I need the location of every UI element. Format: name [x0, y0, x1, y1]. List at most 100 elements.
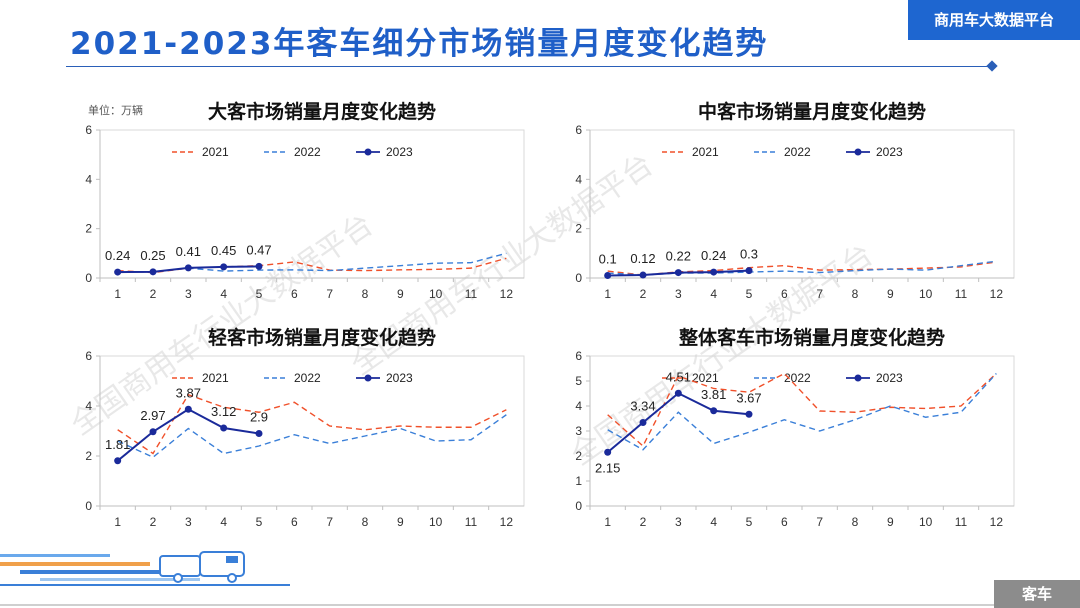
x-tick-label: 2: [640, 515, 647, 529]
legend-marker: [854, 374, 862, 382]
x-tick-label: 12: [500, 515, 514, 529]
x-tick-label: 12: [500, 287, 514, 301]
data-point: [114, 268, 122, 276]
brand-badge: 商用车大数据平台: [908, 0, 1080, 40]
x-tick-label: 12: [990, 287, 1004, 301]
y-tick-label: 5: [575, 374, 582, 388]
data-point: [114, 457, 122, 465]
x-tick-label: 5: [256, 287, 263, 301]
y-tick-label: 4: [575, 172, 582, 186]
x-tick-label: 1: [114, 287, 121, 301]
y-tick-label: 6: [575, 349, 582, 363]
data-point: [149, 268, 157, 276]
x-tick-label: 1: [114, 515, 121, 529]
x-tick-label: 7: [326, 515, 333, 529]
x-tick-label: 2: [150, 515, 157, 529]
page-title: 2021-2023年客车细分市场销量月度变化趋势: [70, 26, 769, 62]
x-tick-label: 2: [150, 287, 157, 301]
x-tick-label: 5: [746, 287, 753, 301]
legend-label: 2022: [784, 371, 811, 385]
x-tick-label: 11: [955, 515, 968, 529]
series-line-2023: [607, 392, 750, 454]
y-tick-label: 2: [85, 449, 92, 463]
data-label: 0.45: [211, 243, 236, 258]
data-label: 4.51: [666, 369, 691, 384]
x-tick-label: 6: [781, 287, 788, 301]
legend-label: 2023: [876, 371, 903, 385]
data-label: 0.47: [246, 242, 271, 257]
x-tick-label: 10: [919, 515, 933, 529]
x-tick-label: 3: [185, 515, 192, 529]
data-point: [639, 271, 647, 279]
y-tick-label: 2: [575, 449, 582, 463]
y-tick-label: 0: [85, 499, 92, 513]
y-tick-label: 2: [85, 222, 92, 236]
x-tick-label: 6: [291, 287, 298, 301]
data-point: [604, 448, 612, 456]
chart-title: 中客市场销量月度变化趋势: [698, 100, 926, 123]
data-point: [220, 424, 228, 432]
data-label: 3.81: [701, 387, 726, 402]
x-tick-label: 3: [675, 287, 682, 301]
legend-marker: [364, 374, 372, 382]
x-tick-label: 8: [362, 287, 369, 301]
series-line-2021: [117, 393, 507, 455]
x-tick-label: 9: [397, 515, 404, 529]
y-tick-label: 6: [85, 123, 92, 137]
x-tick-label: 7: [326, 287, 333, 301]
unit-label: 单位：万辆: [88, 103, 143, 117]
data-label: 2.97: [140, 408, 165, 423]
y-tick-label: 0: [575, 499, 582, 513]
legend-label: 2022: [784, 145, 811, 159]
y-tick-label: 2: [575, 222, 582, 236]
y-tick-label: 0: [575, 271, 582, 285]
legend-label: 2022: [294, 371, 321, 385]
data-point: [255, 262, 263, 270]
chart-title: 大客市场销量月度变化趋势: [208, 100, 436, 123]
data-label: 3.87: [176, 385, 201, 400]
y-tick-label: 6: [575, 123, 582, 137]
legend-label: 2023: [876, 145, 903, 159]
data-label: 3.12: [211, 404, 236, 419]
y-tick-label: 6: [85, 349, 92, 363]
x-tick-label: 7: [816, 515, 823, 529]
x-tick-label: 10: [429, 287, 443, 301]
legend-label: 2021: [692, 371, 719, 385]
data-point: [149, 428, 157, 436]
data-label: 0.22: [666, 249, 691, 264]
y-tick-label: 4: [85, 172, 92, 186]
series-line-2021: [607, 372, 997, 448]
x-tick-label: 10: [919, 287, 933, 301]
data-label: 3.34: [630, 399, 655, 414]
title-divider: [66, 66, 992, 67]
x-tick-label: 10: [429, 515, 443, 529]
x-tick-label: 3: [675, 515, 682, 529]
data-label: 0.3: [740, 247, 758, 262]
section-tag: 客车: [994, 580, 1080, 608]
data-label: 0.12: [630, 251, 655, 266]
data-point: [220, 263, 228, 271]
divider-dot: [986, 60, 998, 72]
legend-label: 2021: [692, 145, 719, 159]
footer-bar: [0, 604, 994, 606]
chart-total-bus: 0 1 2 3 4 5 6 1 2 3 4 5 6 7 8 9 10 11 12 整体客车市场销量月度变化趋势 2021…: [556, 324, 1026, 536]
x-tick-label: 2: [640, 287, 647, 301]
x-tick-label: 5: [746, 515, 753, 529]
data-label: 1.81: [105, 437, 130, 452]
x-tick-label: 7: [816, 287, 823, 301]
data-label: 0.41: [176, 244, 201, 259]
y-tick-label: 1: [575, 474, 582, 488]
x-tick-label: 9: [887, 515, 894, 529]
y-tick-label: 3: [575, 424, 582, 438]
data-point: [639, 419, 647, 426]
data-point: [710, 407, 718, 415]
data-label: 0.24: [105, 248, 130, 263]
chart-light-bus: 0 2 4 6 1 2 3 4 5 6 7 8 9 10 11 12 轻客市场销量月度变化趋势 2021 2022 2…: [66, 324, 536, 536]
x-tick-label: 4: [710, 287, 717, 301]
data-point: [184, 405, 192, 413]
x-tick-label: 6: [781, 515, 788, 529]
y-tick-label: 4: [85, 399, 92, 413]
series-line-2023: [117, 408, 260, 462]
data-label: 3.67: [736, 390, 761, 405]
data-point: [674, 389, 682, 397]
